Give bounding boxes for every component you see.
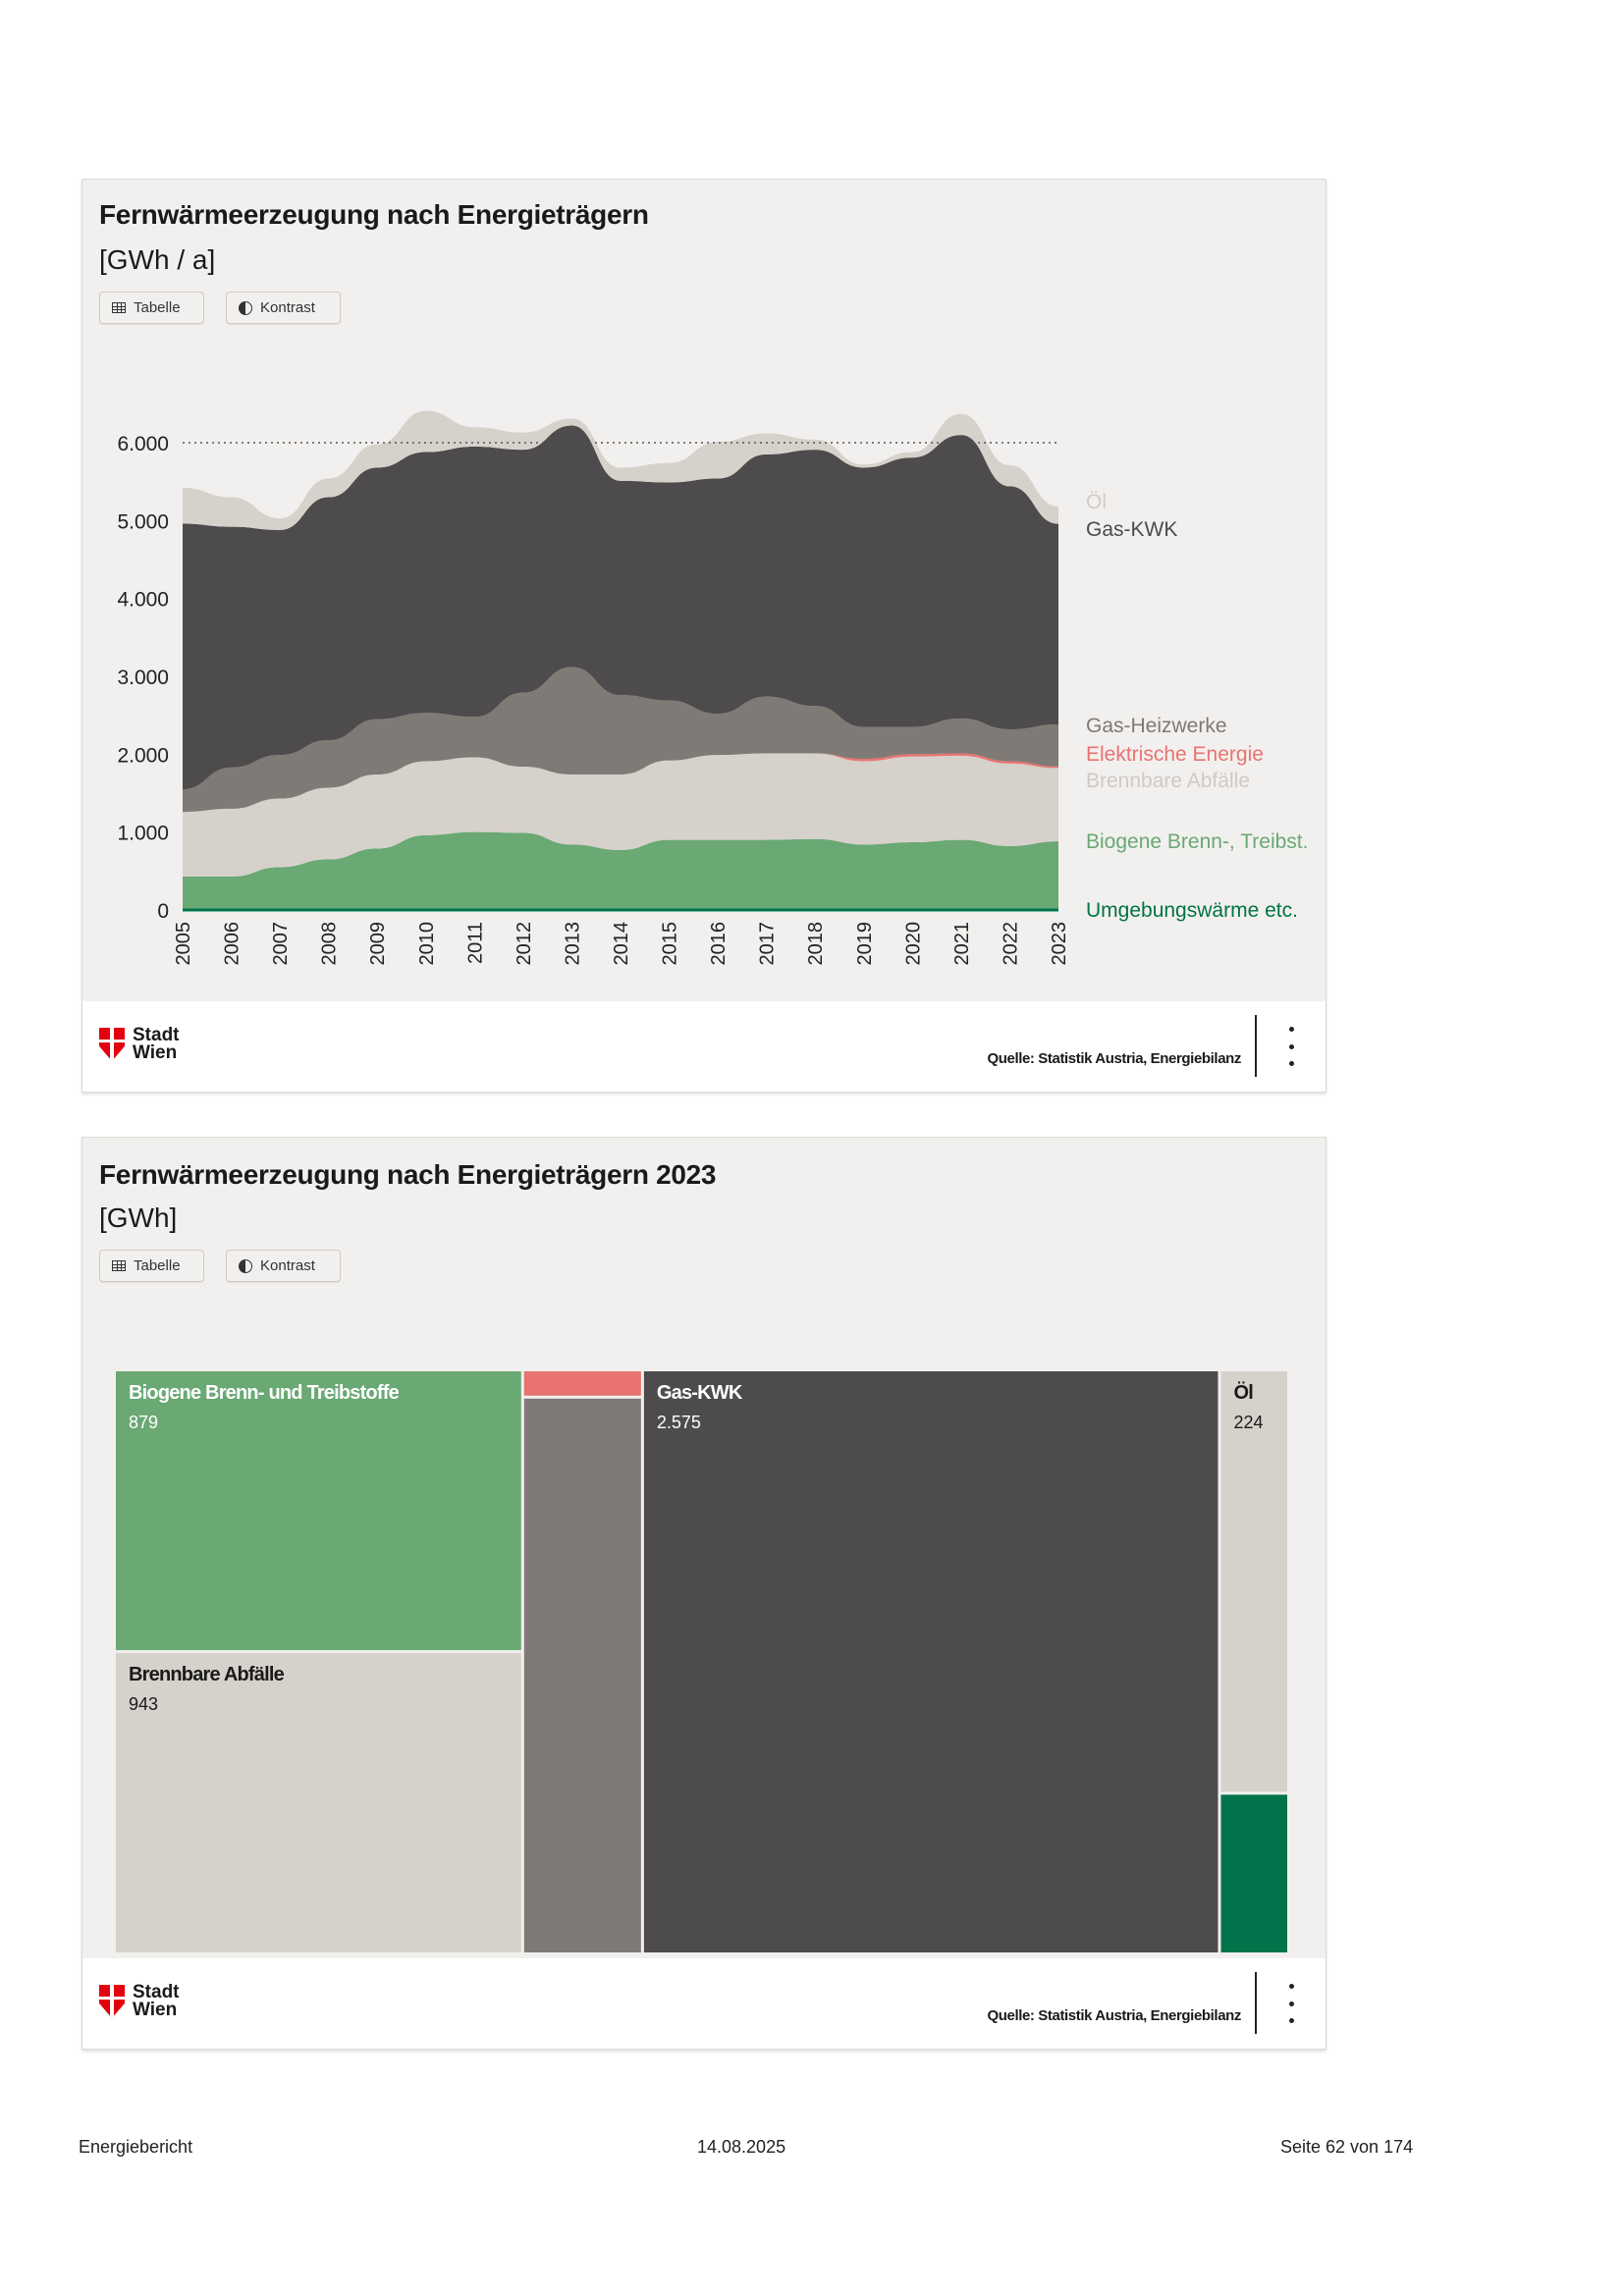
treemap-cell-umgebungsw-rme-etc- [1220,1794,1287,1952]
x-tick-label: 2017 [757,922,779,966]
area-gas-heizwerke [183,667,1058,813]
contrast-button[interactable]: Kontrast [226,1250,341,1282]
legend-label: Brennbare Abfälle [1086,770,1250,792]
legend-label: Gas-KWK [1086,518,1177,541]
stadt-wien-logo: Stadt Wien [99,1025,180,1063]
table-button[interactable]: Tabelle [99,1250,204,1282]
page-footer-page-number: Seite 62 von 174 [1280,2137,1414,2157]
vienna-shield-icon [99,1985,125,2018]
x-tick-label: 2006 [222,922,244,966]
x-tick-label: 2007 [270,922,292,966]
x-tick-label: 2014 [611,922,632,966]
x-tick-label: 2022 [1000,922,1021,966]
x-tick-label: 2016 [708,922,730,966]
area-gas-kwk [183,425,1058,790]
x-tick-label: 2008 [319,922,341,966]
x-tick-label: 2015 [660,922,681,966]
table-icon [112,1260,126,1271]
footer-divider [1255,1972,1257,2034]
logo-text-line1: Stadt [133,1025,180,1045]
contrast-button-label: Kontrast [260,1257,315,1274]
x-tick-label: 2012 [514,922,535,966]
logo-text-line1: Stadt [133,1982,180,2002]
card-footer: Stadt Wien Quelle: Statistik Austria, Ene… [82,1001,1326,1092]
y-tick-label: 1.000 [117,823,169,845]
page-footer-title: Energiebericht [79,2137,193,2157]
y-tick-label: 0 [157,900,169,923]
treemap-cell-gas-heizwerke [523,1398,641,1952]
x-tick-label: 2009 [367,922,389,966]
more-options-icon[interactable] [1286,1027,1296,1066]
stadt-wien-logo: Stadt Wien [99,1982,180,2020]
treemap-label: Brennbare Abfälle [129,1664,285,1685]
contrast-button[interactable]: Kontrast [226,292,341,324]
area-biogene-brenn-treibst- [183,831,1058,910]
legend-label: Umgebungswärme etc. [1086,899,1298,922]
treemap-label: Gas-KWK [657,1382,743,1404]
source-note: Quelle: Statistik Austria, Energiebilanz [987,1050,1241,1067]
legend-label: Elektrische Energie [1086,743,1264,766]
area--l [183,410,1058,530]
x-tick-label: 2018 [805,922,827,966]
chart-unit: [GWh] [99,1202,178,1233]
table-button[interactable]: Tabelle [99,292,204,324]
page-footer-date: 14.08.2025 [697,2137,786,2157]
area-chart-card: Fernwärmeerzeugung nach Energieträgern [… [81,179,1326,1093]
treemap-cell-elektrische-energie [523,1371,641,1396]
treemap-value: 224 [1233,1413,1263,1432]
x-tick-label: 2013 [562,922,583,966]
treemap-value: 2.575 [657,1413,701,1432]
treemap-cell-gas-kwk [643,1371,1218,1952]
x-tick-label: 2021 [951,922,973,966]
treemap-cell--l [1220,1371,1287,1792]
source-note: Quelle: Statistik Austria, Energiebilanz [987,2007,1241,2024]
treemap-value: 943 [129,1694,158,1714]
x-tick-label: 2019 [854,922,876,966]
x-tick-label: 2023 [1049,922,1070,966]
treemap-label: Öl [1233,1381,1253,1404]
treemap-chart: Biogene Brenn- und Treibstoffe 879 Brennba… [116,1371,1287,1952]
y-tick-label: 3.000 [117,667,169,689]
contrast-icon [239,300,252,315]
more-options-icon[interactable] [1286,1984,1296,2023]
contrast-icon [239,1258,252,1273]
x-tick-label: 2020 [902,922,924,966]
logo-text-line2: Wien [133,2000,178,2020]
contrast-button-label: Kontrast [260,299,315,316]
chart-title: Fernwärmeerzeugung nach Energieträgern [99,199,649,230]
card-footer: Stadt Wien Quelle: Statistik Austria, Ene… [82,1958,1326,2049]
x-tick-label: 2005 [173,922,194,966]
chart-unit: [GWh / a] [99,244,216,275]
y-tick-label: 5.000 [117,510,169,533]
treemap-label: Biogene Brenn- und Treibstoffe [129,1382,400,1404]
y-tick-label: 4.000 [117,589,169,612]
area-brennbare-abf-lle [183,753,1058,877]
treemap-value: 879 [129,1413,158,1432]
treemap-cell-biogene-brenn-und-treibstoffe [116,1371,521,1651]
area-chart: 0 1.000 2.000 3.000 4.000 5.000 6.000 2005 2006 2… [117,410,1308,966]
logo-text-line2: Wien [133,1042,178,1063]
x-tick-label: 2010 [416,922,438,966]
y-tick-label: 2.000 [117,744,169,767]
table-button-label: Tabelle [134,299,181,316]
legend-label: Gas-Heizwerke [1086,715,1227,737]
table-button-label: Tabelle [134,1257,181,1274]
chart-title: Fernwärmeerzeugung nach Energieträgern 2… [99,1159,717,1190]
x-tick-label: 2011 [464,922,486,964]
vienna-shield-icon [99,1028,125,1061]
footer-divider [1255,1015,1257,1077]
legend-label: Öl [1086,491,1107,513]
table-icon [112,302,126,313]
treemap-card: Fernwärmeerzeugung nach Energieträgern 2… [81,1137,1326,2050]
legend-label: Biogene Brenn-, Treibst. [1086,830,1308,853]
y-tick-label: 6.000 [117,433,169,455]
treemap-cell-brennbare-abf-lle [116,1653,521,1952]
